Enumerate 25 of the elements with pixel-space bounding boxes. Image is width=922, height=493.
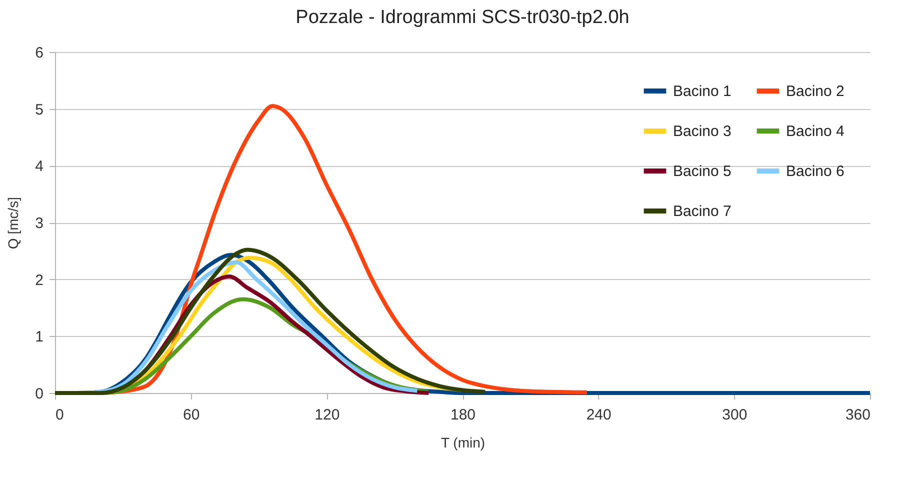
y-tick-label: 5 [35,101,44,118]
x-tick-label: 180 [450,406,476,424]
y-tick-label: 3 [35,215,44,232]
x-tick-label: 120 [314,406,340,424]
x-tick-label: 300 [722,406,748,424]
chart-title: Pozzale - Idrogrammi SCS-tr030-tp2.0h [296,7,630,28]
y-tick-label: 4 [35,158,44,176]
x-tick-label: 360 [845,406,870,424]
y-tick-label: 0 [35,386,44,402]
legend-label: Bacino 6 [786,163,844,180]
legend-label: Bacino 2 [786,83,844,100]
legend-label: Bacino 1 [673,83,732,100]
line-series [53,248,488,395]
y-tick-label: 2 [35,272,44,289]
x-tick-label: 240 [586,406,612,424]
y-tick-label: 6 [35,44,44,62]
y-axis-title: Q [mc/s] [5,196,22,250]
legend-label: Bacino 4 [786,123,844,140]
x-axis-title: T (min) [440,434,486,450]
x-tick-label: 0 [56,406,64,424]
legend-label: Bacino 3 [673,123,732,140]
x-tick-label: 60 [182,406,200,424]
legend-label: Bacino 7 [673,203,732,220]
legend-label: Bacino 5 [673,163,732,180]
y-tick-label: 1 [35,328,44,346]
